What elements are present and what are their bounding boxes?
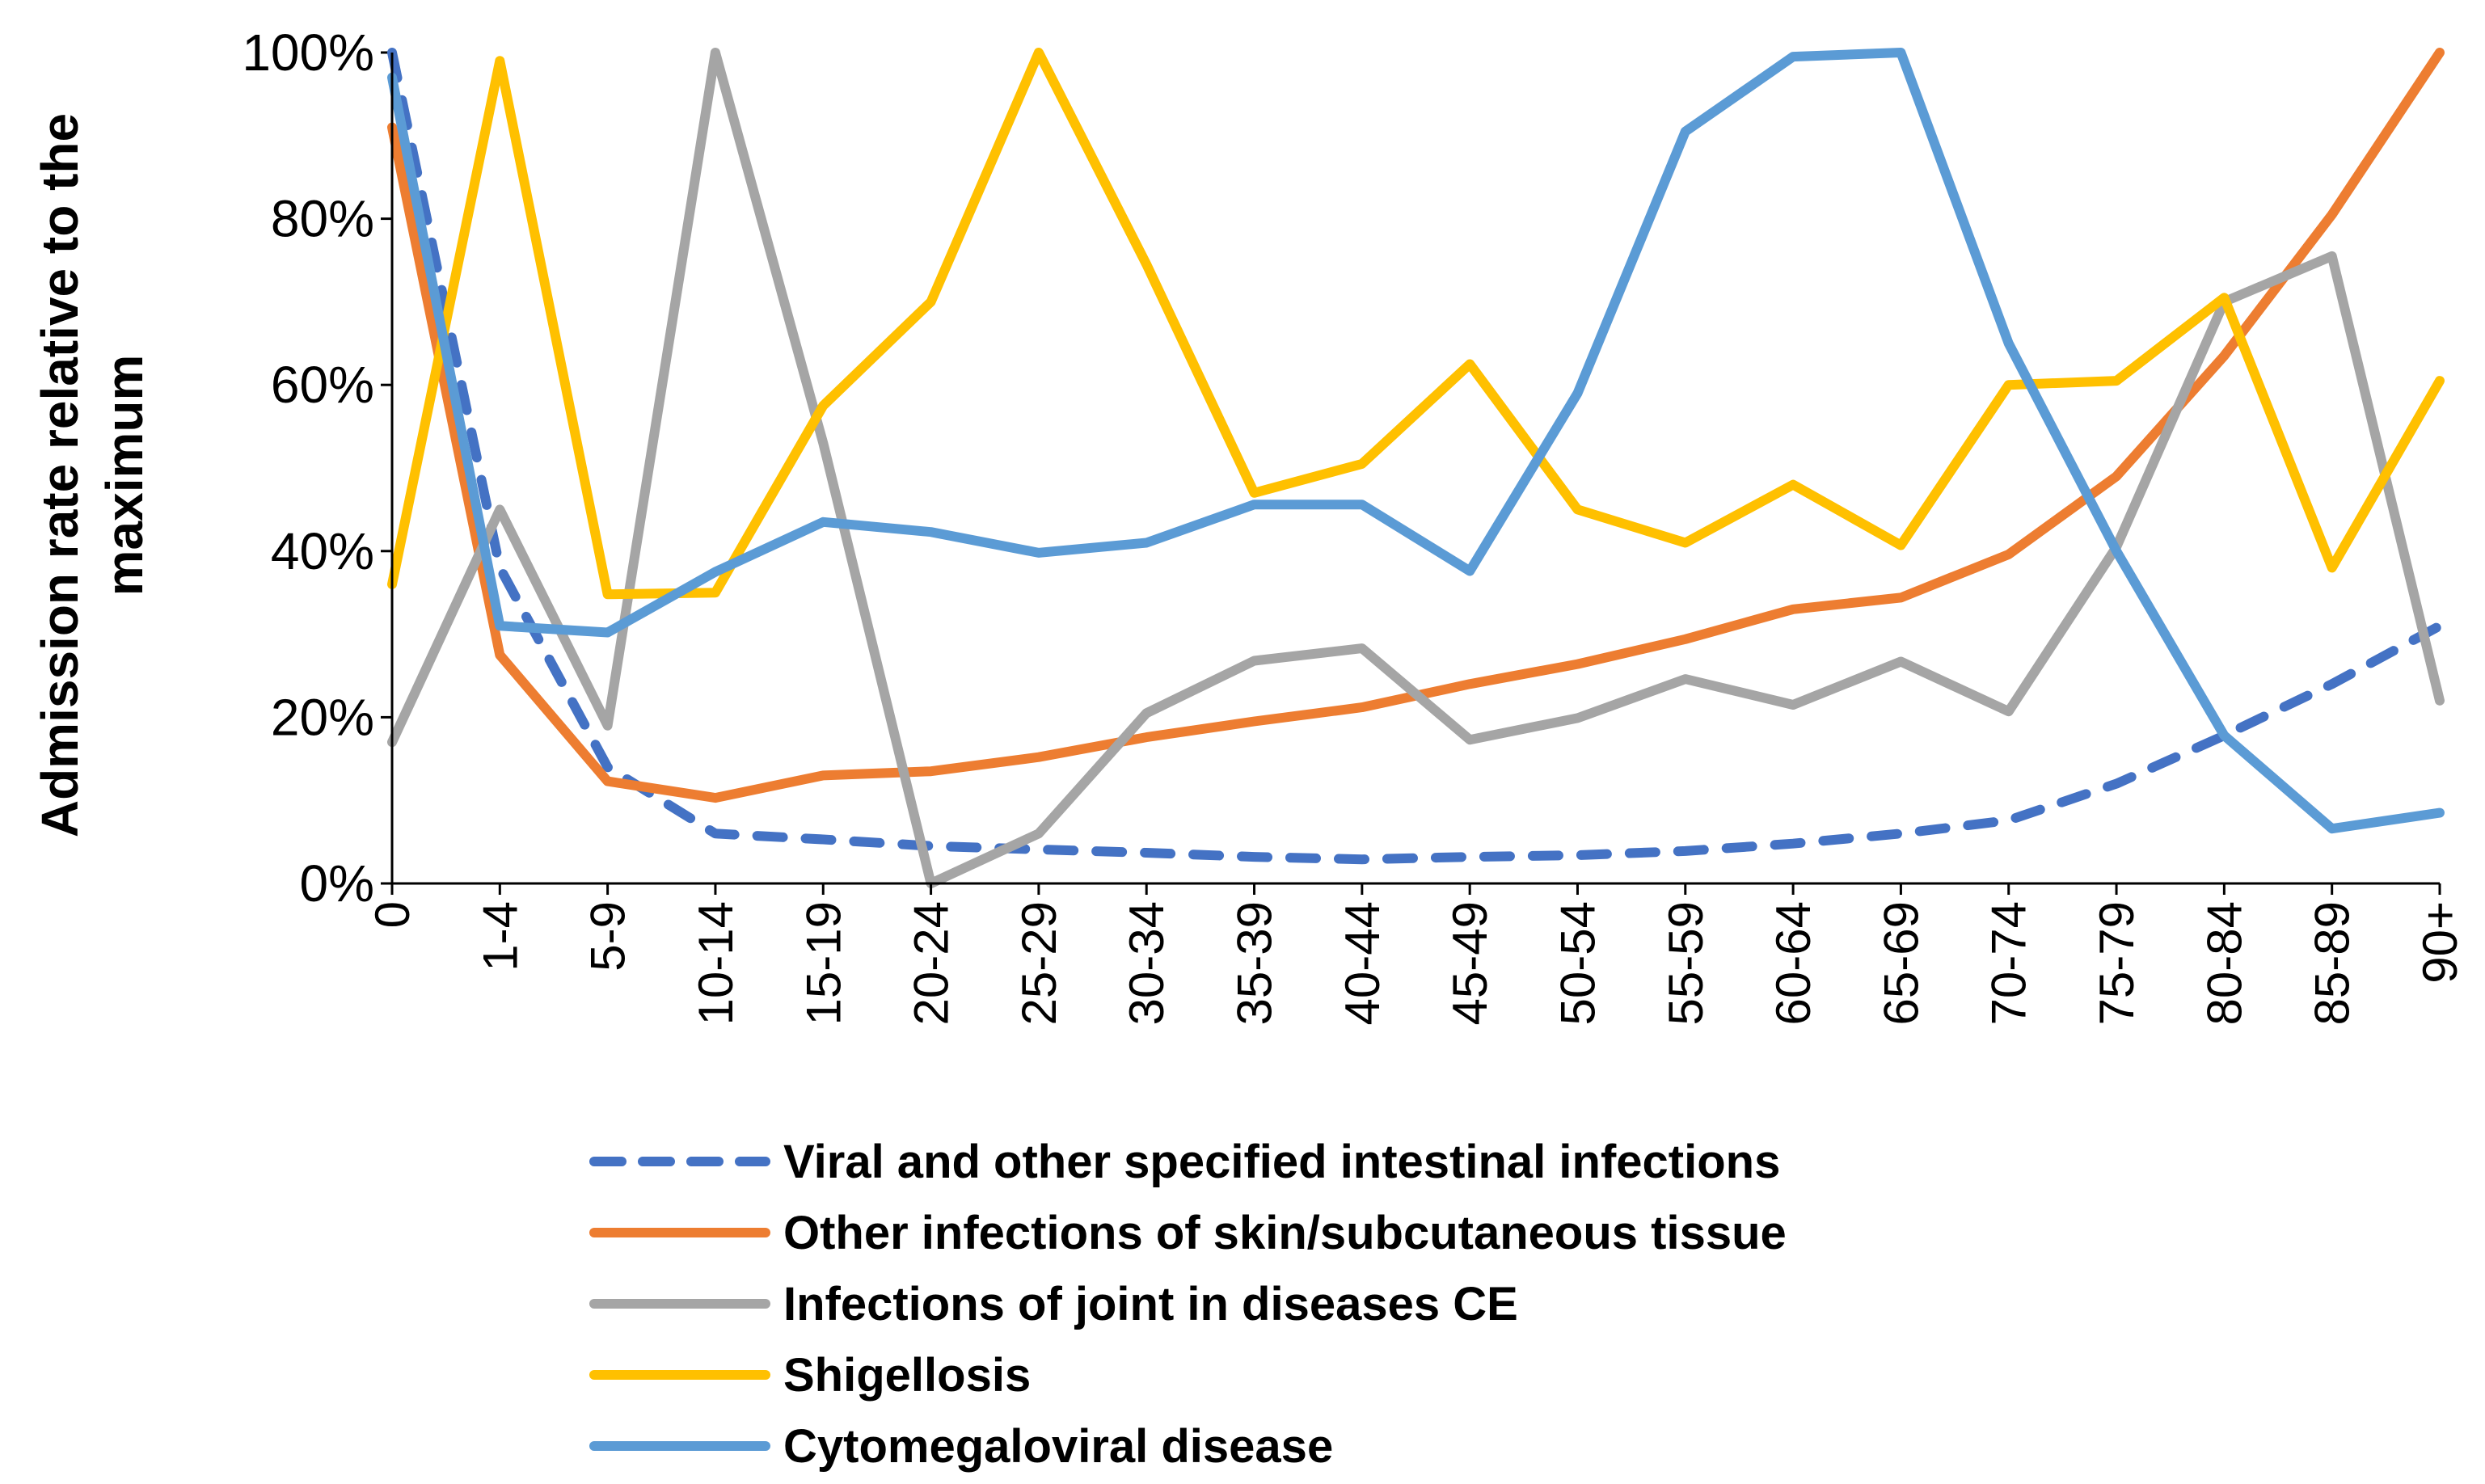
series-line-2 <box>387 48 2445 888</box>
y-axis-label-line-2: maximum <box>95 355 154 597</box>
x-tick-label: 50-54 <box>1550 901 1605 1025</box>
legend-label-3: Shigellosis <box>783 1349 1031 1402</box>
y-axis-ticks: 0% 20% 40% 60% 80% 100% <box>242 23 392 913</box>
x-tick-label: 65-69 <box>1874 901 1928 1025</box>
series-line-4 <box>387 48 2445 834</box>
x-tick-label: 75-79 <box>2090 901 2144 1025</box>
y-tick-label: 60% <box>271 356 374 414</box>
x-tick-label: 70-74 <box>1982 901 2036 1025</box>
x-axis-ticks: 0 1-4 5-9 10-14 15-19 20-24 25-29 30-34 35-39 40-… <box>365 883 2467 1025</box>
y-axis-label-line-1: Admission rate relative to the <box>31 113 89 837</box>
legend-label-1: Other infections of skin/subcutaneous ti… <box>783 1207 1787 1259</box>
axes <box>390 53 2440 885</box>
x-tick-label: 80-84 <box>2197 901 2251 1025</box>
series-lines <box>387 48 2445 888</box>
y-tick-label: 20% <box>271 688 374 746</box>
x-tick-label: 35-39 <box>1228 901 1282 1025</box>
legend-label-0: Viral and other specified intestinal inf… <box>783 1136 1780 1188</box>
x-tick-label: 20-24 <box>905 901 959 1025</box>
legend-label-4: Cytomegaloviral disease <box>783 1420 1333 1473</box>
series-line-0 <box>387 48 2445 865</box>
y-axis-label: Admission rate relative to the maximum <box>31 113 154 837</box>
x-tick-label: 5-9 <box>581 901 635 972</box>
y-tick-label: 80% <box>271 190 374 248</box>
x-tick-label: 85-89 <box>2306 901 2360 1025</box>
x-tick-label: 1-4 <box>473 901 527 972</box>
y-tick-label: 100% <box>242 23 374 82</box>
legend-label-2: Infections of joint in diseases CE <box>783 1278 1518 1330</box>
x-tick-label: 10-14 <box>689 901 743 1025</box>
x-tick-label: 45-49 <box>1443 901 1497 1025</box>
x-tick-label: 55-59 <box>1659 901 1713 1025</box>
x-tick-label: 0 <box>365 901 420 928</box>
x-tick-label: 90+ <box>2413 901 2467 984</box>
legend: Viral and other specified intestinal inf… <box>589 1136 1787 1473</box>
y-tick-label: 0% <box>300 854 375 913</box>
x-tick-label: 25-29 <box>1012 901 1066 1025</box>
x-tick-label: 60-64 <box>1766 901 1821 1025</box>
y-tick-label: 40% <box>271 522 374 580</box>
x-tick-label: 30-34 <box>1120 901 1174 1025</box>
x-tick-label: 15-19 <box>796 901 850 1025</box>
x-tick-label: 40-44 <box>1335 901 1390 1025</box>
